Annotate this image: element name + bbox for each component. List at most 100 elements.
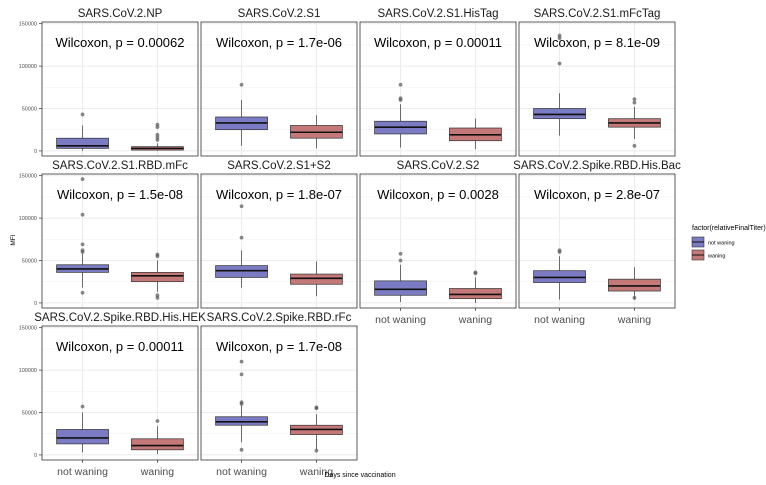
y-tick-label: 0 (34, 453, 37, 459)
box (533, 108, 586, 120)
legend-label: not waning (708, 241, 735, 247)
y-tick-label: 100000 (19, 216, 37, 222)
outlier-point (398, 251, 403, 256)
outlier-point (557, 61, 562, 66)
y-tick-label: 150000 (19, 22, 37, 28)
x-tick-label: waning (617, 314, 651, 326)
x-tick-label: not waning (216, 466, 267, 478)
box (608, 278, 661, 292)
outlier-point (398, 82, 403, 87)
outlier-point (80, 404, 85, 409)
outlier-point (80, 290, 85, 295)
y-tick-label: 0 (34, 149, 37, 155)
panel-border (41, 21, 199, 157)
outlier-point (155, 293, 160, 298)
wilcoxon-annotation: Wilcoxon, p = 0.00062 (56, 35, 185, 50)
y-axis-label: MFI (10, 234, 17, 245)
outlier-point (239, 82, 244, 87)
outlier-point (239, 372, 244, 377)
wilcoxon-annotation: Wilcoxon, p = 1.5e-08 (57, 187, 183, 202)
panel-border (359, 21, 517, 157)
panel-border (518, 173, 676, 309)
x-tick-label: not waning (375, 314, 426, 326)
panel-border (200, 173, 358, 309)
panel-title: SARS.CoV.2.Spike.RBD.rFc (207, 312, 352, 324)
outlier-point (239, 359, 244, 364)
outlier-point (398, 96, 403, 101)
x-axis-label: Days since vaccination (324, 472, 395, 479)
panel-background (201, 326, 357, 460)
outlier-point (80, 242, 85, 247)
y-tick-label: 100000 (19, 368, 37, 374)
outlier-point (239, 400, 244, 405)
outlier-point (80, 212, 85, 217)
panel-title: SARS.CoV.2.S1.RBD.mFc (52, 160, 188, 172)
outlier-point (632, 295, 637, 300)
outlier-point (239, 235, 244, 240)
outlier-point (80, 112, 85, 117)
box (533, 270, 586, 283)
box (449, 288, 502, 300)
panel-background (201, 174, 357, 308)
legend-title: factor(relativeFinalTiter) (692, 225, 766, 232)
wilcoxon-annotation: Wilcoxon, p = 0.00011 (374, 35, 502, 50)
y-tick-label: 0 (34, 301, 37, 307)
x-tick-label: not waning (534, 314, 585, 326)
outlier-point (632, 100, 637, 105)
outlier-point (473, 270, 478, 275)
wilcoxon-annotation: Wilcoxon, p = 1.7e-06 (216, 35, 342, 50)
box (131, 438, 184, 451)
panel-border (41, 325, 199, 461)
panel-border (41, 173, 199, 309)
panel-border (200, 21, 358, 157)
x-tick-label: waning (458, 314, 492, 326)
box (215, 416, 268, 426)
outlier-point (155, 252, 160, 257)
wilcoxon-annotation: Wilcoxon, p = 0.00011 (56, 339, 184, 354)
y-tick-label: 150000 (19, 174, 37, 180)
panel-title: SARS.CoV.2.Spike.RBD.His.Bac (513, 160, 681, 172)
y-tick-label: 50000 (22, 411, 37, 417)
panel-title: SARS.CoV.2.Spike.RBD.His.HEK (34, 312, 206, 324)
outlier-point (314, 448, 319, 453)
box (374, 280, 427, 296)
panel-border (200, 325, 358, 461)
y-tick-label: 50000 (22, 107, 37, 113)
box (56, 429, 109, 445)
outlier-point (155, 122, 160, 127)
outlier-point (632, 97, 637, 102)
wilcoxon-annotation: Wilcoxon, p = 8.1e-09 (534, 35, 660, 50)
panel-background (42, 174, 198, 308)
panel-title: SARS.CoV.2.S1.mFcTag (534, 8, 661, 20)
outlier-point (155, 132, 160, 137)
wilcoxon-annotation: Wilcoxon, p = 2.8e-07 (534, 187, 660, 202)
box (215, 265, 268, 278)
outlier-point (557, 33, 562, 38)
panel-title: SARS.CoV.2.S1 (238, 8, 321, 20)
outlier-point (557, 248, 562, 253)
panel-title: SARS.CoV.2.S2 (397, 160, 480, 172)
panel-title: SARS.CoV.2.NP (78, 8, 163, 20)
panel-background (42, 22, 198, 156)
x-tick-label: waning (299, 466, 333, 478)
outlier-point (314, 405, 319, 410)
box (131, 272, 184, 283)
outlier-point (239, 447, 244, 452)
panel-title: SARS.CoV.2.S1+S2 (227, 160, 330, 172)
outlier-point (80, 248, 85, 253)
x-tick-label: waning (140, 466, 174, 478)
panel-border (359, 173, 517, 309)
outlier-point (239, 204, 244, 209)
box (56, 137, 109, 149)
y-tick-label: 50000 (22, 259, 37, 265)
y-tick-label: 150000 (19, 326, 37, 332)
panel-border (518, 21, 676, 157)
wilcoxon-annotation: Wilcoxon, p = 1.8e-07 (216, 187, 342, 202)
panel-background (519, 22, 675, 156)
y-tick-label: 100000 (19, 64, 37, 70)
outlier-point (632, 143, 637, 148)
outlier-point (80, 177, 85, 181)
legend-label: waning (707, 254, 725, 260)
